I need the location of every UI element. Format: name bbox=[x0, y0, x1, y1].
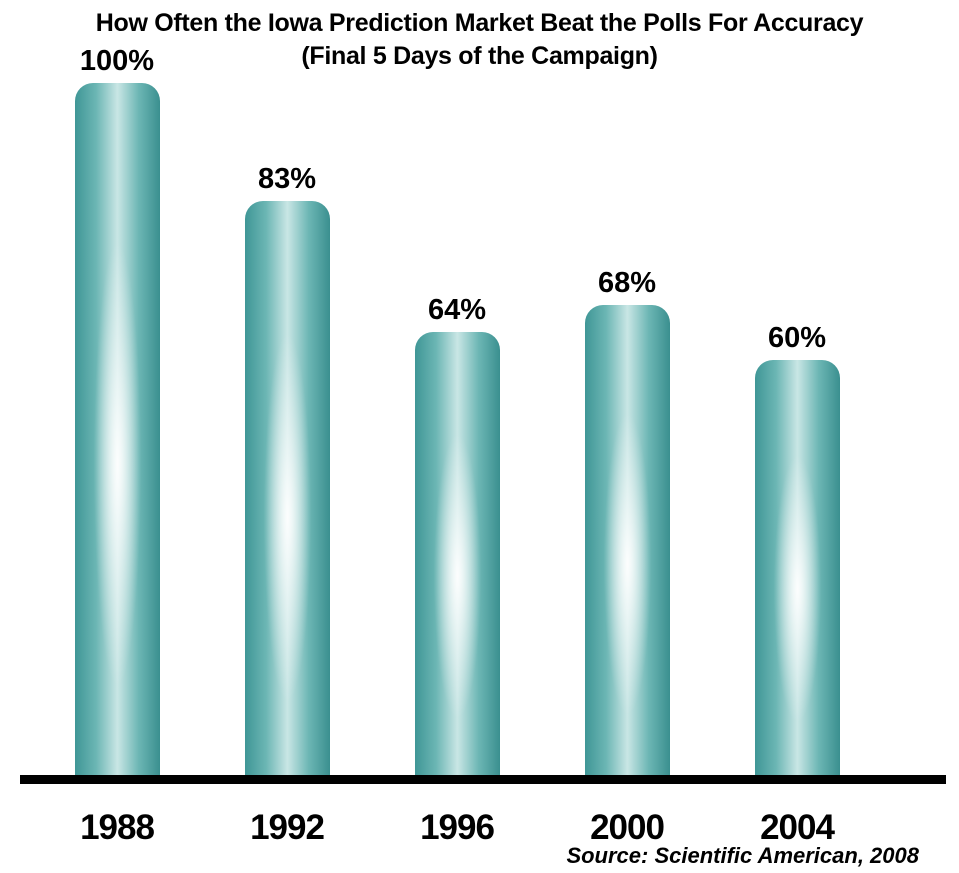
bar-1988 bbox=[75, 83, 160, 776]
bar-2000 bbox=[585, 305, 670, 776]
chart-subtitle: (Final 5 Days of the Campaign) bbox=[301, 42, 658, 70]
bar-value-label: 60% bbox=[767, 322, 827, 354]
x-tick-label: 1992 bbox=[250, 808, 325, 847]
bar-value-label: 83% bbox=[257, 163, 317, 195]
source-note: Source: Scientific American, 2008 bbox=[566, 843, 919, 868]
bar-value-label: 68% bbox=[597, 267, 657, 299]
bar-value-label: 64% bbox=[427, 294, 487, 326]
x-tick-label: 1988 bbox=[80, 808, 155, 847]
bar-2004 bbox=[755, 360, 840, 776]
chart-title: How Often the Iowa Prediction Market Bea… bbox=[95, 9, 864, 37]
x-axis-line bbox=[20, 775, 946, 784]
x-tick-label: 1996 bbox=[420, 808, 495, 847]
bar-1992 bbox=[245, 201, 330, 776]
bar-1996 bbox=[415, 332, 500, 776]
bar-value-label: 100% bbox=[79, 45, 155, 77]
x-tick-label: 2000 bbox=[590, 808, 665, 847]
x-tick-label: 2004 bbox=[760, 808, 835, 847]
